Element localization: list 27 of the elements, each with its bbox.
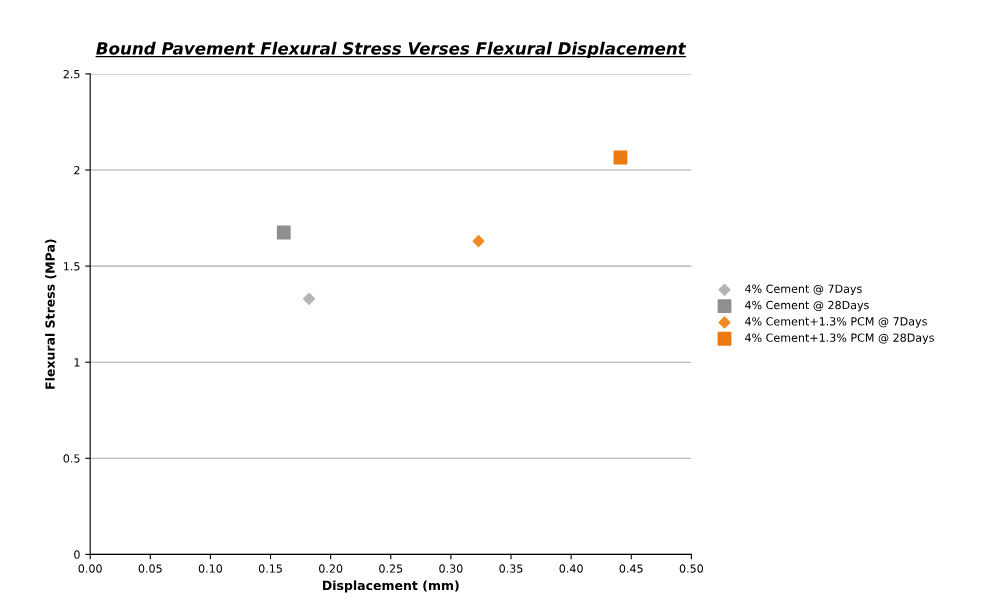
x-tick-label: 0.40 bbox=[559, 564, 583, 573]
x-tick-label: 0.05 bbox=[138, 564, 162, 573]
x-tick-label: 0.25 bbox=[379, 564, 403, 573]
y-tick-label: 2 bbox=[74, 165, 80, 175]
y-tick-label: 1 bbox=[74, 358, 80, 367]
legend-label: 4% Cement @ 28Days bbox=[745, 300, 869, 312]
x-tick-label: 0.10 bbox=[198, 564, 223, 573]
x-axis-title: Displacement (mm) bbox=[323, 580, 459, 593]
point bbox=[276, 225, 291, 240]
x-tick-label: 0.20 bbox=[319, 564, 343, 573]
y-tick-label: 0 bbox=[74, 550, 80, 559]
x-tick-label: 0.35 bbox=[499, 564, 523, 573]
x-tick-label: 0.15 bbox=[258, 564, 282, 573]
point bbox=[302, 292, 316, 305]
legend-label: 4% Cement+1.3% PCM @ 7Days bbox=[745, 317, 927, 328]
legend-label: 4% Cement @ 7Days bbox=[745, 284, 862, 296]
legend-label: 4% Cement+1.3% PCM @ 28Days bbox=[745, 333, 934, 344]
x-tick-label: 0.30 bbox=[439, 564, 463, 573]
x-tick-label: 0.00 bbox=[78, 564, 102, 573]
y-axis-title: Flexural Stress (MPa) bbox=[45, 239, 57, 389]
chart-title: Bound Pavement Flexural Stress Verses Flexural Displacement bbox=[96, 41, 687, 58]
y-tick-label: 2.5 bbox=[63, 69, 80, 79]
x-tick-label: 0.50 bbox=[679, 564, 704, 573]
y-tick-label: 0.5 bbox=[63, 454, 80, 463]
x-tick-label: 0.45 bbox=[619, 564, 643, 573]
y-tick-label: 1.5 bbox=[64, 262, 80, 271]
point bbox=[472, 235, 485, 248]
